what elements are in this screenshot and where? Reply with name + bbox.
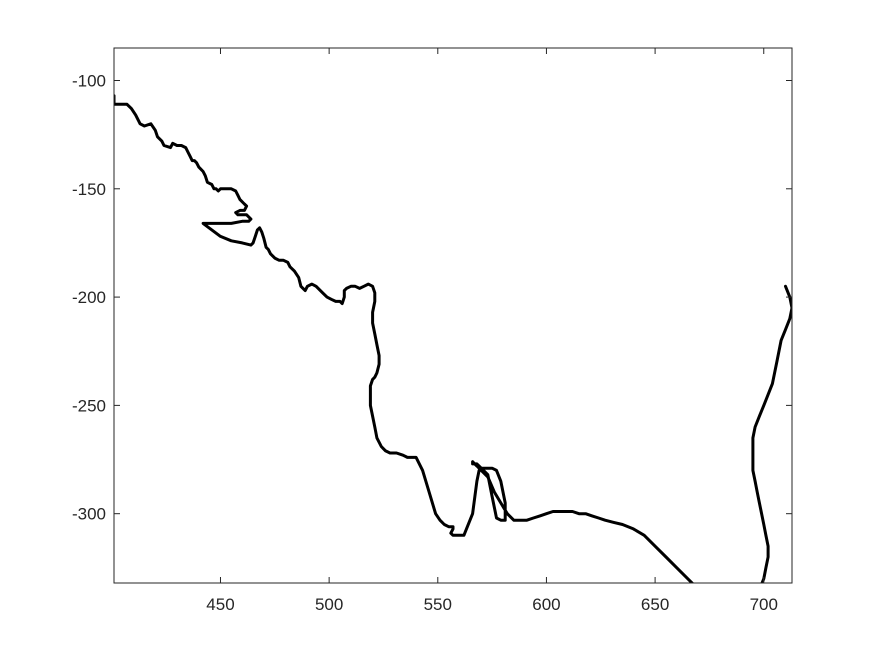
x-tick-label: 650 [641, 595, 669, 614]
x-tick-label: 550 [424, 595, 452, 614]
x-tick-label: 500 [315, 595, 343, 614]
x-tick-label: 450 [206, 595, 234, 614]
x-tick-label: 700 [750, 595, 778, 614]
plot-area [114, 94, 792, 583]
y-tick-label: -250 [72, 396, 106, 415]
x-tick-label: 600 [532, 595, 560, 614]
y-tick-label: -100 [72, 71, 106, 90]
series-line-contour [114, 94, 792, 583]
y-axis: -100 -150 -200 -250 -300 [72, 71, 792, 524]
y-tick-label: -200 [72, 288, 106, 307]
axes-box [113, 47, 793, 584]
x-axis: 450 500 550 600 650 700 [206, 48, 778, 614]
y-tick-label: -300 [72, 505, 106, 524]
y-tick-label: -150 [72, 180, 106, 199]
